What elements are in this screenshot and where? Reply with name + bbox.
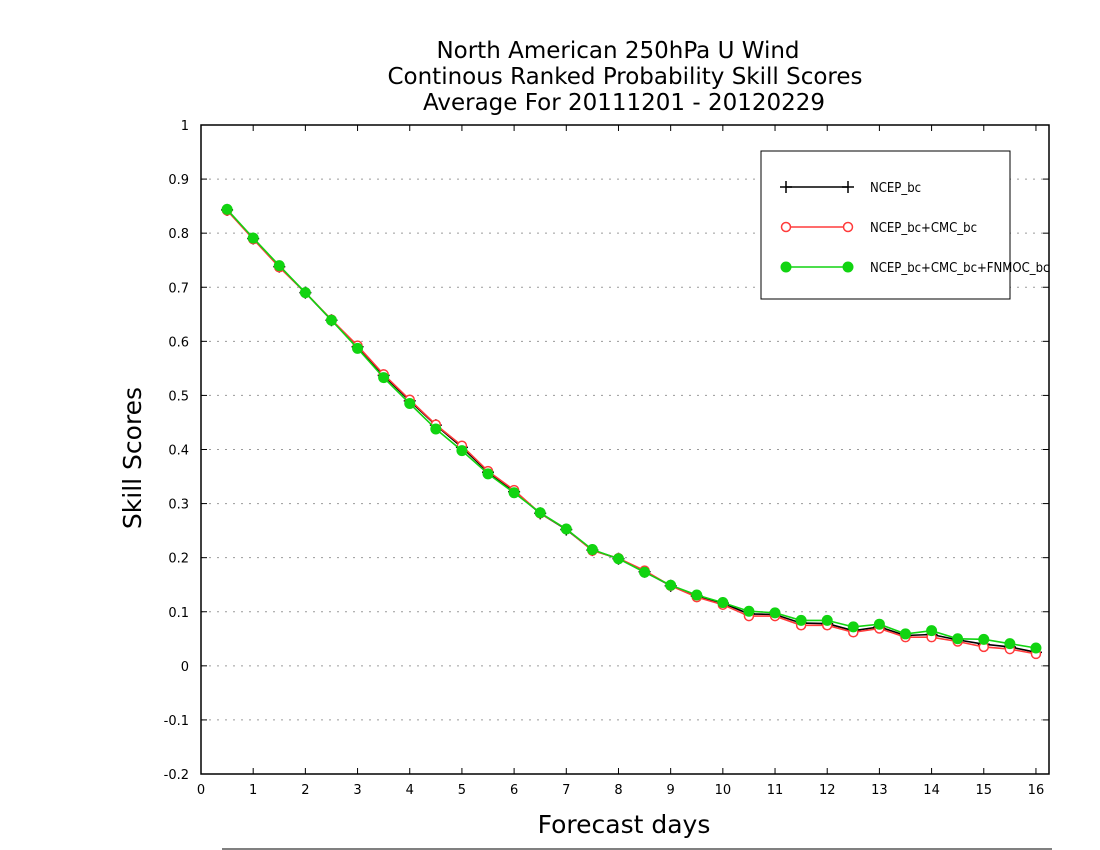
y-tick-label: -0.2 xyxy=(164,768,189,783)
data-point-filled-circle xyxy=(978,633,990,645)
x-tick-label: 2 xyxy=(301,783,309,798)
y-tick-label: 0.4 xyxy=(168,444,189,459)
y-tick-label: 1 xyxy=(181,119,189,134)
legend-entries: NCEP_bc NCEP_bc+CMC_bc NCEP_bc+CMC_bc+FNMO… xyxy=(780,181,1049,276)
x-tick-label: 8 xyxy=(614,783,622,798)
data-point-filled-circle xyxy=(665,579,677,591)
legend-entry: NCEP_bc+CMC_bc xyxy=(780,221,977,236)
y-tick-label: 0.5 xyxy=(168,389,189,404)
data-point-filled-circle xyxy=(1030,642,1042,654)
data-point-filled-circle xyxy=(586,544,598,556)
data-point-filled-circle xyxy=(952,633,964,645)
x-tick-label: 13 xyxy=(871,783,888,798)
y-axis-label: Skill Scores xyxy=(118,387,147,529)
data-point-filled-circle xyxy=(769,607,781,619)
y-tick-label: 0.2 xyxy=(168,552,189,567)
x-tick-label: 14 xyxy=(923,783,940,798)
x-tick-label: 16 xyxy=(1028,783,1045,798)
x-tick-label: 15 xyxy=(975,783,992,798)
data-point-filled-circle xyxy=(639,566,651,578)
y-tick-label: -0.1 xyxy=(164,714,189,729)
x-tick-label: 4 xyxy=(406,783,414,798)
series-lines xyxy=(221,203,1042,660)
data-point-filled-circle xyxy=(273,260,285,272)
y-tick-label: 0.9 xyxy=(168,173,189,188)
data-point-filled-circle xyxy=(534,507,546,519)
x-tick-label: 0 xyxy=(197,783,205,798)
legend-entry: NCEP_bc xyxy=(780,181,921,196)
data-point-plus xyxy=(842,181,854,193)
data-point-filled-circle xyxy=(221,203,233,215)
legend: NCEP_bc NCEP_bc+CMC_bc NCEP_bc+CMC_bc+FNMO… xyxy=(760,150,1049,300)
x-tick-label: 5 xyxy=(458,783,466,798)
x-tick-label: 9 xyxy=(667,783,675,798)
x-tick-label: 6 xyxy=(510,783,518,798)
title-line-1: North American 250hPa U Wind xyxy=(436,38,799,64)
data-point-filled-circle xyxy=(482,468,494,480)
data-point-filled-circle xyxy=(842,261,854,273)
x-tick-label: 10 xyxy=(715,783,732,798)
data-point-filled-circle xyxy=(352,342,364,354)
legend-label: NCEP_bc+CMC_bc xyxy=(870,221,977,236)
title-line-3: Average For 20111201 - 20120229 xyxy=(423,90,825,116)
data-point-filled-circle xyxy=(847,621,859,633)
data-point-open-circle xyxy=(780,221,792,233)
data-point-filled-circle xyxy=(743,605,755,617)
data-point-filled-circle xyxy=(508,487,520,499)
data-point-filled-circle xyxy=(1004,638,1016,650)
data-point-filled-circle xyxy=(299,287,311,299)
y-tick-label: 0.6 xyxy=(168,335,189,350)
chart-title: North American 250hPa U Wind Continous R… xyxy=(387,38,862,116)
legend-label: NCEP_bc xyxy=(870,181,921,196)
data-point-filled-circle xyxy=(780,261,792,273)
data-point-filled-circle xyxy=(456,445,468,457)
data-point-filled-circle xyxy=(821,614,833,626)
y-tick-label: 0.8 xyxy=(168,227,189,242)
data-point-filled-circle xyxy=(404,398,416,410)
data-point-filled-circle xyxy=(795,614,807,626)
x-tick-label: 3 xyxy=(353,783,361,798)
legend-box xyxy=(760,150,1011,300)
data-point-filled-circle xyxy=(899,628,911,640)
legend-entry: NCEP_bc+CMC_bc+FNMOC_bc xyxy=(780,261,1049,276)
axis-ticks: 10.90.80.70.60.50.40.30.20.10-0.1-0.20 1 2… xyxy=(164,119,1049,798)
y-tick-label: 0.3 xyxy=(168,498,189,513)
data-point-filled-circle xyxy=(873,618,885,630)
y-tick-label: 0.7 xyxy=(168,281,189,296)
grid-lines xyxy=(201,178,1049,721)
x-tick-label: 1 xyxy=(249,783,257,798)
data-point-filled-circle xyxy=(247,232,259,244)
x-tick-label: 7 xyxy=(562,783,570,798)
y-tick-label: 0 xyxy=(181,660,189,675)
x-axis-label: Forecast days xyxy=(538,810,711,839)
data-point-filled-circle xyxy=(926,625,938,637)
y-tick-label: 0.1 xyxy=(168,606,189,621)
x-tick-label: 11 xyxy=(767,783,784,798)
data-point-filled-circle xyxy=(691,589,703,601)
data-point-filled-circle xyxy=(430,423,442,435)
data-point-open-circle xyxy=(842,221,854,233)
series-2 xyxy=(221,203,1042,654)
title-line-2: Continous Ranked Probability Skill Score… xyxy=(387,64,862,90)
data-point-filled-circle xyxy=(612,553,624,565)
data-point-filled-circle xyxy=(717,597,729,609)
legend-label: NCEP_bc+CMC_bc+FNMOC_bc xyxy=(870,261,1049,276)
data-point-plus xyxy=(780,181,792,193)
data-point-filled-circle xyxy=(378,372,390,384)
data-point-filled-circle xyxy=(560,523,572,535)
data-point-filled-circle xyxy=(325,314,337,326)
x-tick-label: 12 xyxy=(819,783,836,798)
